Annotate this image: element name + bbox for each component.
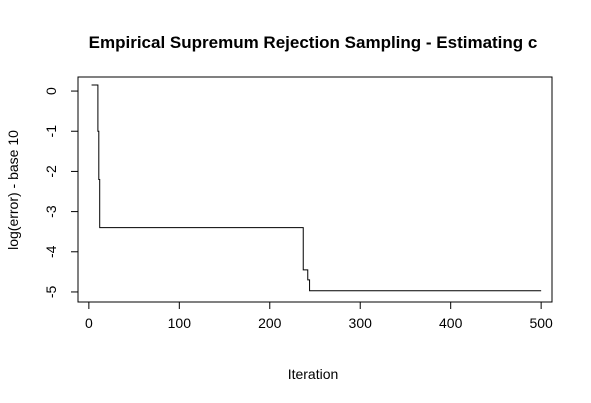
x-tick-label-4: 400	[439, 315, 463, 331]
x-axis: 0 100 200 300 400 500	[85, 301, 553, 331]
series-line-0	[91, 84, 542, 292]
x-tick-label-1: 100	[168, 315, 192, 331]
x-tick-label-2: 200	[258, 315, 282, 331]
series-layer	[91, 84, 542, 292]
plot-frame	[77, 76, 553, 303]
y-axis: 0 -1 -2 -3 -4 -5	[43, 87, 79, 299]
y-axis-label: log(error) - base 10	[5, 130, 21, 250]
y-tick-label-1: -1	[43, 125, 59, 138]
y-tick-label-2: -2	[43, 165, 59, 178]
x-tick-label-3: 300	[349, 315, 373, 331]
chart-title: Empirical Supremum Rejection Sampling - …	[89, 33, 538, 52]
x-axis-label: Iteration	[288, 366, 339, 382]
y-tick-label-5: -5	[43, 286, 59, 299]
y-tick-label-4: -4	[43, 245, 59, 258]
x-tick-label-5: 500	[529, 315, 553, 331]
y-tick-label-0: 0	[43, 87, 59, 95]
y-tick-label-3: -3	[43, 205, 59, 218]
x-tick-label-0: 0	[85, 315, 93, 331]
